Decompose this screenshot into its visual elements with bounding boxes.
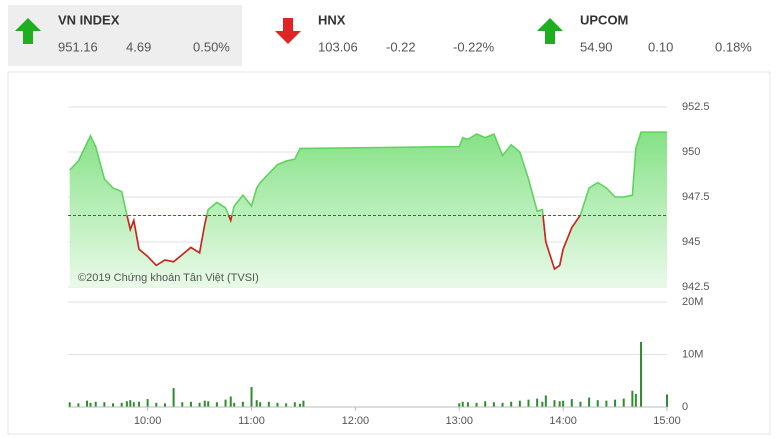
volume-bar bbox=[666, 394, 668, 407]
volume-bar bbox=[553, 400, 556, 407]
y-tick-label: 942.5 bbox=[682, 281, 710, 293]
volume-bar bbox=[203, 400, 206, 407]
volume-bar bbox=[207, 401, 210, 407]
index-name: UPCOM bbox=[580, 12, 628, 27]
x-tick-label: 11:00 bbox=[238, 415, 265, 427]
y-tick-label: 952.5 bbox=[682, 101, 710, 113]
volume-bar bbox=[558, 401, 561, 407]
volume-bar bbox=[285, 403, 288, 407]
index-value: 103.06 bbox=[318, 39, 358, 54]
volume-bar bbox=[579, 401, 582, 407]
index-percent: -0.22% bbox=[453, 39, 495, 54]
volume-bar bbox=[229, 396, 232, 407]
selected-index-bg bbox=[8, 5, 242, 66]
volume-bar bbox=[466, 402, 469, 407]
volume-bar bbox=[527, 399, 530, 407]
index-change: 4.69 bbox=[126, 39, 151, 54]
volume-bar bbox=[634, 393, 637, 407]
volume-bar bbox=[198, 402, 201, 407]
volume-bar bbox=[125, 401, 128, 407]
volume-bar bbox=[640, 341, 643, 407]
arrow-down bbox=[275, 18, 301, 44]
volume-bar bbox=[605, 400, 608, 407]
volume-bar bbox=[631, 390, 634, 407]
volume-bar bbox=[302, 400, 305, 407]
volume-bar bbox=[132, 402, 135, 407]
volume-bar bbox=[68, 402, 71, 407]
volume-bar bbox=[224, 399, 227, 407]
volume-bar bbox=[103, 402, 106, 407]
index-change: 0.10 bbox=[648, 39, 673, 54]
volume-bar bbox=[233, 402, 236, 407]
x-tick-label: 13:00 bbox=[445, 415, 473, 427]
copyright: ©2019 Chứng khoán Tân Việt (TVSI) bbox=[78, 272, 259, 284]
arrow-up bbox=[15, 18, 41, 44]
volume-bar bbox=[250, 387, 253, 407]
volume-bar bbox=[94, 401, 97, 407]
volume-bar bbox=[622, 398, 625, 407]
y-tick-label: 947.5 bbox=[682, 191, 710, 203]
x-tick-label: 12:00 bbox=[342, 415, 370, 427]
chart-frame bbox=[7, 71, 771, 435]
volume-bar bbox=[492, 402, 495, 407]
y-tick-label: 950 bbox=[682, 146, 700, 158]
volume-bar bbox=[89, 402, 92, 407]
y2-tick-label: 10M bbox=[682, 348, 703, 360]
price-area bbox=[69, 132, 667, 287]
index-name: HNX bbox=[318, 12, 346, 27]
volume-bar bbox=[518, 400, 521, 407]
index-value: 54.90 bbox=[580, 39, 613, 54]
arrow-up bbox=[537, 18, 563, 44]
volume-bar bbox=[255, 400, 258, 407]
volume-bar bbox=[541, 401, 544, 407]
volume-bar bbox=[562, 400, 565, 407]
index-value: 951.16 bbox=[58, 39, 98, 54]
volume-bar bbox=[189, 401, 192, 407]
index-percent: 0.50% bbox=[193, 39, 230, 54]
volume-bar bbox=[475, 402, 478, 407]
volume-bar bbox=[293, 402, 296, 407]
index-change: -0.22 bbox=[386, 39, 416, 54]
volume-bar bbox=[614, 399, 617, 407]
volume-bar bbox=[267, 401, 270, 407]
y2-tick-label: 0 bbox=[682, 401, 688, 413]
volume-bar bbox=[298, 403, 301, 407]
volume-bar bbox=[458, 403, 461, 407]
volume-bar bbox=[588, 397, 591, 407]
volume-bar bbox=[544, 395, 547, 407]
x-tick-label: 10:00 bbox=[134, 415, 162, 427]
volume-bar bbox=[536, 398, 539, 407]
volume-bar bbox=[276, 402, 279, 407]
volume-bar bbox=[120, 402, 123, 407]
volume-bar bbox=[77, 403, 80, 407]
x-tick-label: 15:00 bbox=[653, 415, 681, 427]
volume-bar bbox=[86, 400, 89, 407]
volume-bar bbox=[570, 399, 573, 407]
volume-bar bbox=[112, 403, 115, 407]
volume-bar bbox=[155, 402, 158, 407]
volume-bar bbox=[241, 401, 244, 407]
index-percent: 0.18% bbox=[715, 39, 752, 54]
volume-bar bbox=[596, 400, 599, 407]
y2-tick-label: 20M bbox=[682, 296, 703, 308]
x-tick-label: 14:00 bbox=[549, 415, 577, 427]
price-line-below-reference bbox=[126, 215, 582, 271]
volume-bar bbox=[181, 402, 184, 407]
volume-bar bbox=[172, 388, 175, 407]
volume-bar bbox=[501, 402, 504, 407]
volume-bar bbox=[484, 401, 487, 407]
y-tick-label: 945 bbox=[682, 236, 700, 248]
volume-bar bbox=[510, 401, 513, 407]
volume-bar bbox=[461, 401, 464, 407]
volume-bar bbox=[146, 399, 149, 407]
volume-bar bbox=[163, 403, 166, 407]
volume-bar bbox=[259, 402, 262, 407]
index-name: VN INDEX bbox=[58, 12, 120, 27]
volume-bar bbox=[137, 401, 140, 407]
volume-bar bbox=[215, 402, 218, 407]
volume-bar bbox=[129, 400, 132, 407]
